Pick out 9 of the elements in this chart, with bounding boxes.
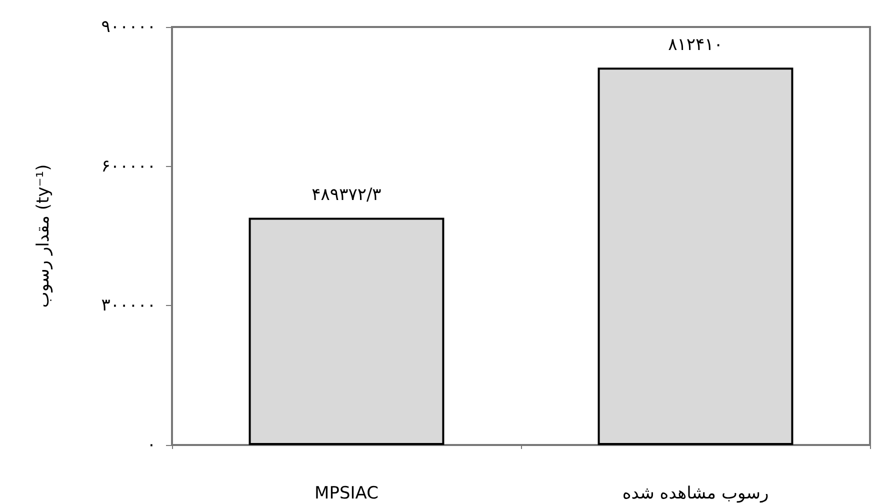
y-tick-label: ۹۰۰۰۰۰: [101, 17, 156, 37]
y-tick-label: ۳۰۰۰۰۰: [101, 296, 156, 316]
data-label: ۸۱۲۴۱۰: [668, 35, 723, 56]
y-tick-label: ۶۰۰۰۰۰: [101, 156, 156, 176]
x-tick-label: رسوب مشاهده شده: [622, 484, 769, 503]
y-axis-title: مقدار رسوب (ty⁻¹): [34, 164, 54, 308]
data-label: ۴۸۹۳۷۲/۳: [312, 185, 382, 206]
x-tick-label: MPSIAC: [314, 484, 378, 503]
y-tick-label: ۰: [146, 435, 156, 455]
